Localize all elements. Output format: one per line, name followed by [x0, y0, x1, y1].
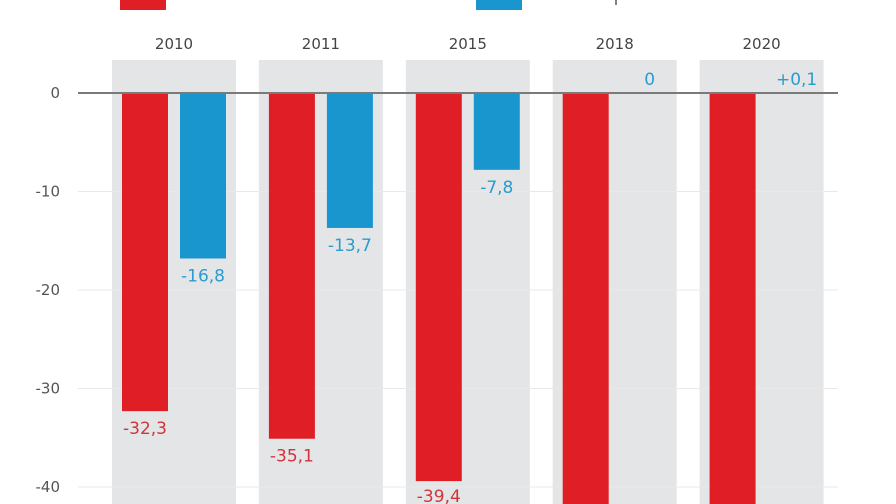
value-labels: -32,3 -35,1 -39,4 -16,8 -13,7 -7,8 0 +0,1 [123, 70, 817, 504]
bars [122, 92, 814, 504]
bar-2018-series-1 [562, 93, 609, 504]
bar-2011-series-2 [326, 93, 373, 228]
value-label: 0 [644, 70, 655, 90]
bar-2015-series-1 [415, 93, 462, 482]
bar-2010-series-2 [180, 93, 226, 259]
bar-2015-series-2 [473, 93, 520, 170]
legend [120, 0, 617, 10]
bar-2010-series-1 [122, 93, 168, 412]
bar-2020-series-1 [709, 93, 756, 504]
value-label: +0,1 [776, 70, 817, 90]
y-tick-label: -40 [36, 478, 61, 496]
value-label: -35,1 [270, 447, 314, 467]
y-tick-label: 0 [50, 84, 60, 102]
category-label: 2010 [155, 35, 193, 53]
category-label: 2011 [302, 35, 340, 53]
y-axis-ticks: 0 -10 -20 -30 -40 [36, 84, 61, 496]
category-label: 2020 [743, 35, 781, 53]
value-label: -13,7 [328, 236, 372, 256]
legend-swatch-series-2 [476, 0, 522, 10]
y-tick-label: -20 [36, 281, 61, 299]
value-label: -7,8 [480, 178, 513, 198]
category-label: 2018 [596, 35, 634, 53]
bar-2011-series-1 [268, 93, 315, 439]
legend-swatch-series-1 [120, 0, 166, 10]
value-label: -39,4 [417, 487, 461, 504]
category-labels: 2010 2011 2015 2018 2020 [155, 35, 781, 53]
y-tick-label: -10 [36, 183, 61, 201]
value-label: -32,3 [123, 419, 167, 439]
value-label: -16,8 [181, 266, 225, 286]
y-tick-label: -30 [36, 380, 61, 398]
category-label: 2015 [449, 35, 487, 53]
